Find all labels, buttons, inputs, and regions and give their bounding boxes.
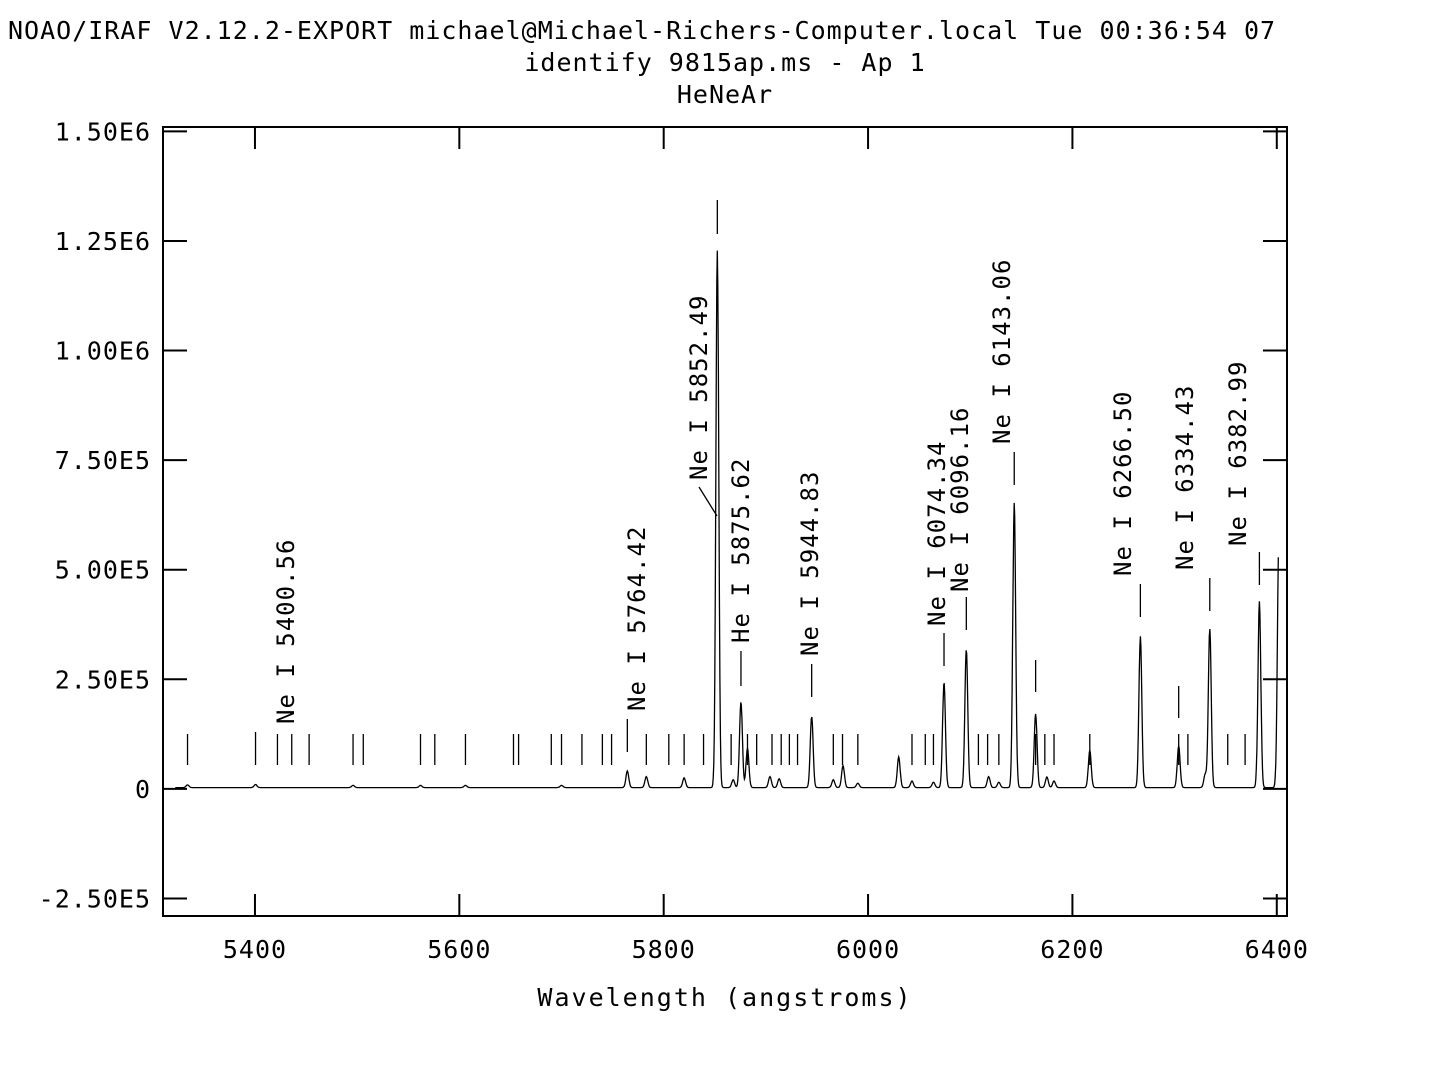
- x-axis-label: Wavelength (angstroms): [537, 983, 912, 1012]
- y-tick-label: 7.50E5: [55, 446, 151, 475]
- spectrum-line: [175, 250, 1279, 789]
- identified-line-label: Ne I 5944.83: [796, 471, 824, 656]
- y-tick-label: 5.00E5: [55, 556, 151, 585]
- x-tick-label: 6000: [836, 935, 900, 964]
- identified-line-label: Ne I 5764.42: [623, 526, 651, 711]
- identified-line-label: Ne I 6096.16: [946, 407, 974, 592]
- identified-line-marker: [698, 486, 718, 517]
- y-tick-label: 2.50E5: [55, 665, 151, 694]
- x-tick-label: 5800: [632, 935, 696, 964]
- identified-line-label: Ne I 6382.99: [1224, 361, 1252, 546]
- identified-line-label: Ne I 5400.56: [272, 539, 300, 724]
- x-tick-label: 5400: [223, 935, 287, 964]
- identified-line-label: He I 5875.62: [727, 458, 755, 643]
- identified-line-label: Ne I 6266.50: [1109, 391, 1137, 576]
- plot-header-line1: NOAO/IRAF V2.12.2-EXPORT michael@Michael…: [8, 16, 1277, 45]
- identified-line-label: Ne I 5852.49: [685, 295, 713, 480]
- plot-subtitle: HeNeAr: [676, 80, 774, 109]
- y-tick-label: 1.00E6: [55, 337, 151, 366]
- y-tick-label: 1.25E6: [55, 227, 151, 256]
- y-tick-label: 0: [135, 775, 151, 804]
- y-tick-label: -2.50E5: [39, 884, 151, 913]
- x-tick-label: 6200: [1040, 935, 1104, 964]
- x-tick-label: 5600: [427, 935, 491, 964]
- plot-frame: [162, 126, 1288, 917]
- identified-line-label: Ne I 6334.43: [1171, 385, 1199, 570]
- plot-title: identify 9815ap.ms - Ap 1: [524, 48, 926, 77]
- x-tick-label: 6400: [1245, 935, 1309, 964]
- identified-line-label: Ne I 6143.06: [988, 259, 1016, 444]
- y-tick-label: 1.50E6: [55, 117, 151, 146]
- identified-line-label: Ne I 6074.34: [923, 441, 951, 626]
